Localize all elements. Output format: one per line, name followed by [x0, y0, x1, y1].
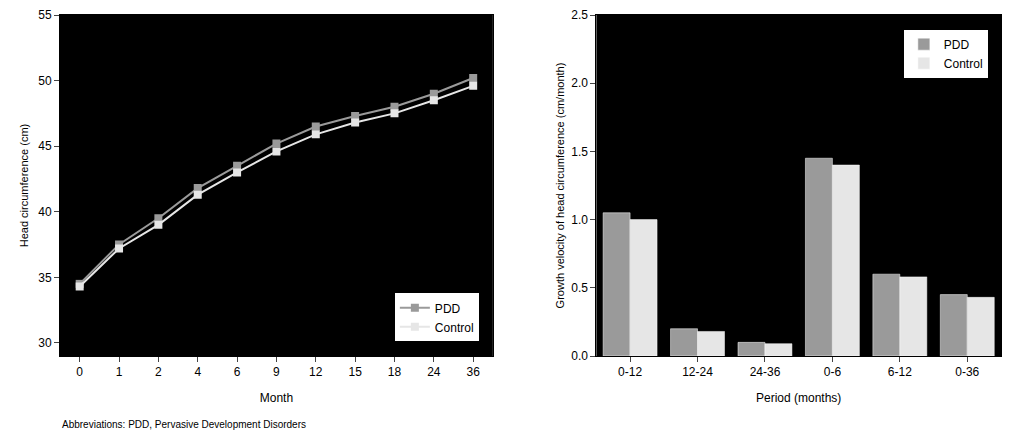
svg-text:2: 2 — [155, 365, 162, 379]
svg-text:18: 18 — [388, 365, 402, 379]
svg-text:Month: Month — [260, 391, 293, 405]
svg-text:0: 0 — [76, 365, 83, 379]
svg-text:Control: Control — [944, 57, 983, 71]
svg-text:50: 50 — [38, 74, 52, 88]
svg-text:4: 4 — [194, 365, 201, 379]
svg-text:1: 1 — [116, 365, 123, 379]
svg-text:0-6: 0-6 — [824, 365, 842, 379]
svg-text:2.5: 2.5 — [571, 8, 588, 22]
svg-text:PDD: PDD — [435, 302, 461, 316]
svg-text:Growth velocity of head circum: Growth velocity of head circumference (c… — [554, 63, 566, 309]
svg-text:1.5: 1.5 — [571, 145, 588, 159]
svg-text:24: 24 — [427, 365, 441, 379]
svg-text:24-36: 24-36 — [750, 365, 781, 379]
svg-text:0-36: 0-36 — [955, 365, 979, 379]
svg-text:45: 45 — [38, 139, 52, 153]
svg-text:6-12: 6-12 — [888, 365, 912, 379]
svg-text:35: 35 — [38, 271, 52, 285]
svg-text:12: 12 — [309, 365, 323, 379]
svg-text:40: 40 — [38, 205, 52, 219]
svg-text:0-12: 0-12 — [618, 365, 642, 379]
svg-text:9: 9 — [273, 365, 280, 379]
svg-text:36: 36 — [467, 365, 481, 379]
svg-text:1.0: 1.0 — [571, 213, 588, 227]
svg-text:Abbreviations: PDD, Pervasive: Abbreviations: PDD, Pervasive Developmen… — [62, 419, 306, 430]
svg-text:15: 15 — [348, 365, 362, 379]
svg-text:Control: Control — [435, 321, 474, 335]
svg-text:55: 55 — [38, 8, 52, 22]
svg-text:PDD: PDD — [944, 38, 970, 52]
svg-text:2.0: 2.0 — [571, 76, 588, 90]
svg-text:12-24: 12-24 — [682, 365, 713, 379]
svg-text:Period (months): Period (months) — [756, 391, 841, 405]
svg-text:0.5: 0.5 — [571, 281, 588, 295]
svg-text:6: 6 — [234, 365, 241, 379]
svg-text:0.0: 0.0 — [571, 349, 588, 363]
svg-text:30: 30 — [38, 336, 52, 350]
svg-text:Head circumference (cm): Head circumference (cm) — [18, 124, 30, 247]
